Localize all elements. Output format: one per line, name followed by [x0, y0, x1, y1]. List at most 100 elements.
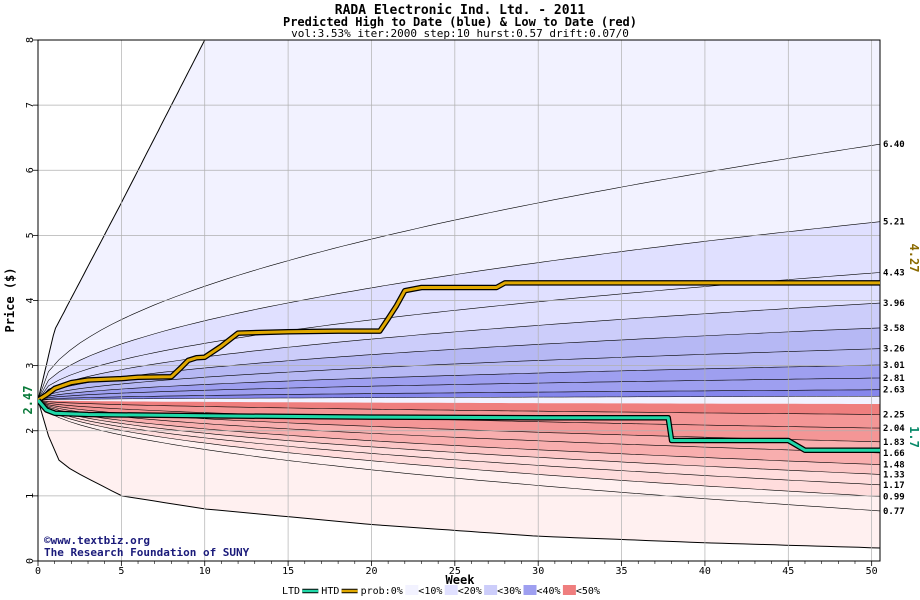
low-band-5 — [38, 400, 880, 465]
legend-b40-swatch — [562, 585, 576, 595]
x-tick-label: 5 — [118, 566, 124, 577]
current-high-label: 4.27 — [907, 244, 920, 273]
high-band-7 — [38, 365, 880, 401]
low-band-3 — [38, 400, 880, 485]
legend-b30-label: <30% — [497, 586, 521, 597]
plot-area: 0 5 10 15 20 25 30 35 40 45 500123456786.405.214.4… — [25, 37, 905, 577]
right-quantile-label: 3.26 — [883, 345, 905, 355]
x-tick-label: 30 — [532, 566, 544, 577]
low-band-1 — [38, 400, 880, 511]
legend-b20-swatch — [484, 585, 498, 595]
right-quantile-label: 5.21 — [883, 218, 905, 228]
low-band-9 — [38, 400, 880, 415]
right-quantile-label: 0.99 — [883, 493, 905, 503]
x-tick-label: 35 — [616, 566, 628, 577]
high-band-2 — [38, 221, 880, 401]
right-quantile-label: 2.25 — [883, 410, 905, 420]
legend-ltd-label: LTD — [282, 586, 300, 597]
current-low-label: 1.7 — [907, 426, 920, 448]
right-quantile-label: 1.17 — [883, 481, 905, 491]
low-quantile-line-0 — [38, 399, 880, 549]
high-band-5 — [38, 327, 880, 401]
high-band-3 — [38, 272, 880, 401]
high-band-1 — [38, 144, 880, 401]
high-quantile-line-4 — [38, 302, 880, 401]
legend-prob0-swatch — [405, 585, 419, 595]
chart-params: vol:3.53% iter:2000 step:10 hurst:0.57 d… — [291, 27, 629, 40]
right-quantile-label: 4.43 — [883, 268, 905, 278]
credit-org: The Research Foundation of SUNY — [44, 546, 250, 559]
right-quantile-label: 2.04 — [883, 424, 905, 434]
y-tick-label: 0 — [25, 558, 36, 564]
high-quantile-line-2 — [38, 221, 880, 401]
low-band-2 — [38, 400, 880, 497]
right-quantile-label: 1.66 — [883, 449, 905, 459]
center-band — [38, 396, 880, 404]
high-quantile-line-1 — [38, 143, 880, 401]
right-quantile-label: 3.01 — [883, 361, 905, 371]
y-tick-label: 7 — [25, 102, 36, 108]
start-price-label: 2.47 — [21, 386, 35, 415]
y-tick-label: 4 — [25, 297, 36, 303]
high-quantile-line-6 — [38, 348, 880, 401]
right-quantile-label: 6.40 — [883, 140, 905, 150]
x-tick-label: 40 — [699, 566, 711, 577]
y-tick-label: 1 — [25, 493, 36, 499]
x-tick-label: 10 — [199, 566, 211, 577]
credit-site: ©www.textbiz.org — [44, 534, 150, 547]
legend-prob-label: prob:0% — [361, 586, 403, 597]
legend-htd-label: HTD — [321, 586, 339, 597]
x-tick-label: 0 — [35, 566, 41, 577]
right-quantile-label: 2.81 — [883, 374, 905, 384]
legend-b30-swatch — [523, 585, 537, 595]
plot-frame — [37, 39, 881, 562]
high-band-6 — [38, 348, 880, 401]
legend-b50-label: <50% — [576, 586, 600, 597]
to-date-lines — [38, 280, 880, 454]
x-tick-label: 20 — [365, 566, 377, 577]
x-tick-label: 25 — [449, 566, 461, 577]
y-tick-label: 5 — [25, 232, 36, 238]
high-to-date-line — [38, 281, 880, 402]
legend-b20-label: <20% — [458, 586, 482, 597]
right-quantile-label: 1.33 — [883, 470, 905, 480]
low-quantile-line-5 — [38, 399, 880, 465]
low-quantile-line-1 — [38, 399, 880, 512]
x-tick-label: 15 — [282, 566, 294, 577]
high-quantile-line-0 — [38, 40, 206, 401]
high-quantile-line-9 — [38, 389, 880, 401]
x-axis-label: Week — [446, 573, 476, 587]
legend-b10-label: <10% — [418, 586, 442, 597]
high-quantile-line-7 — [38, 364, 880, 401]
y-tick-label: 3 — [25, 363, 36, 369]
chart-subtitle: Predicted High to Date (blue) & Low to D… — [283, 15, 637, 29]
y-tick-label: 8 — [25, 37, 36, 43]
high-band-8 — [38, 378, 880, 401]
low-to-date-line — [38, 399, 880, 452]
right-quantile-label: 3.96 — [883, 299, 905, 309]
low-quantile-line-2 — [38, 399, 880, 497]
y-tick-label: 6 — [25, 167, 36, 173]
high-band-9 — [38, 389, 880, 401]
legend-b10-swatch — [444, 585, 458, 595]
right-quantile-label: 1.48 — [883, 461, 905, 471]
high-band-0 — [38, 40, 880, 401]
chart-title: RADA Electronic Ind. Ltd. - 2011 — [335, 3, 586, 18]
right-quantile-label: 2.63 — [883, 386, 905, 396]
y-axis-label: Price ($) — [3, 267, 17, 332]
low-band-4 — [38, 400, 880, 475]
right-quantile-label: 0.77 — [883, 507, 905, 517]
legend: LTD HTD prob:0% <10% <20% <30% <40% <50% — [282, 585, 600, 597]
high-quantile-line-8 — [38, 377, 880, 401]
low-band-0 — [38, 400, 880, 548]
high-band-4 — [38, 303, 880, 401]
x-tick-label: 45 — [782, 566, 794, 577]
y-tick-label: 2 — [25, 428, 36, 434]
right-quantile-label: 3.58 — [883, 324, 905, 334]
low-quantile-line-6 — [38, 399, 880, 454]
center-line — [38, 395, 880, 401]
right-quantile-label: 1.83 — [883, 438, 905, 448]
low-quantile-line-3 — [38, 399, 880, 486]
legend-b40-label: <40% — [537, 586, 561, 597]
